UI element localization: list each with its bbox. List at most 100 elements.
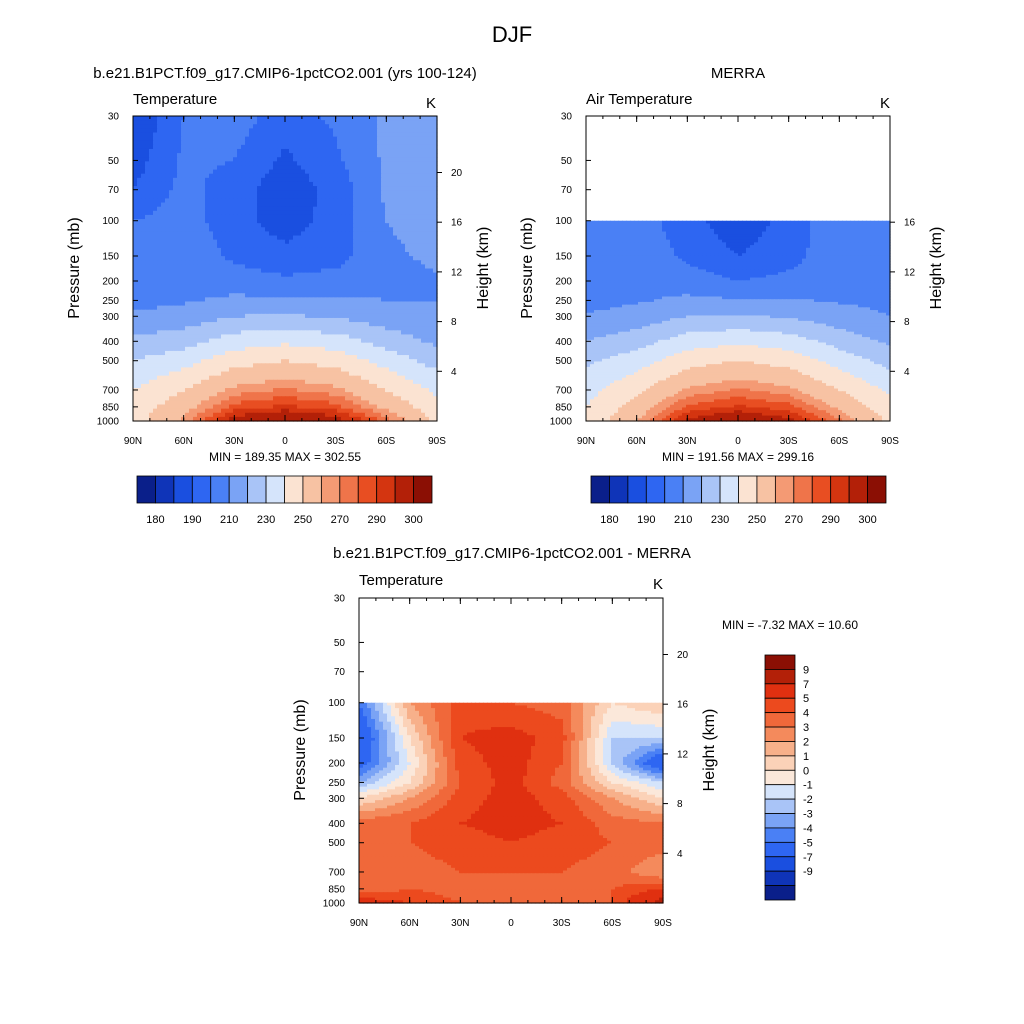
contour-cell	[325, 363, 330, 369]
contour-cell	[393, 252, 398, 257]
contour-cell	[377, 305, 382, 311]
contour-cell	[161, 359, 166, 364]
contour-cell	[209, 116, 214, 121]
contour-cell	[217, 210, 222, 216]
contour-cell	[317, 338, 322, 344]
contour-cell	[341, 313, 346, 319]
contour-cell	[173, 136, 178, 142]
contour-cell	[137, 342, 142, 348]
contour-cell	[389, 272, 394, 278]
contour-cell	[301, 161, 306, 167]
contour-cell	[193, 297, 198, 303]
contour-cell	[361, 144, 366, 150]
contour-cell	[293, 350, 298, 356]
contour-cell	[397, 136, 402, 142]
contour-cell	[205, 355, 210, 360]
contour-cell	[149, 161, 154, 167]
contour-cell	[193, 181, 198, 187]
contour-cell	[233, 330, 238, 336]
contour-cell	[429, 202, 434, 208]
contour-cell	[185, 202, 190, 208]
contour-cell	[177, 334, 182, 340]
contour-cell	[241, 116, 246, 121]
contour-cell	[213, 359, 218, 364]
contour-cell	[265, 132, 270, 138]
contour-cell	[229, 181, 234, 187]
contour-cell	[265, 231, 270, 237]
contour-cell	[253, 214, 258, 220]
contour-cell	[401, 326, 406, 331]
contour-cell	[377, 120, 382, 125]
contour-cell	[153, 317, 158, 323]
contour-cell	[317, 346, 322, 352]
contour-cell	[249, 309, 254, 315]
contour-cell	[385, 256, 390, 261]
contour-cell	[285, 301, 290, 307]
contour-cell	[297, 350, 302, 356]
contour-cell	[197, 256, 202, 261]
contour-cell	[353, 379, 358, 385]
contour-cell	[233, 268, 238, 274]
contour-cell	[161, 132, 166, 138]
contour-cell	[385, 198, 390, 204]
contour-cell	[369, 363, 374, 369]
contour-cell	[425, 190, 430, 195]
contour-cell	[321, 260, 326, 265]
contour-cell	[401, 173, 406, 179]
contour-cell	[213, 128, 218, 134]
contour-cell	[253, 235, 258, 241]
contour-cell	[405, 136, 410, 142]
contour-cell	[369, 186, 374, 191]
contour-cell	[281, 371, 286, 377]
contour-cell	[297, 198, 302, 204]
contour-cell	[413, 297, 418, 303]
contour-cell	[353, 342, 358, 348]
contour-cell	[329, 322, 334, 327]
contour-cell	[357, 293, 362, 298]
contour-cell	[201, 165, 206, 171]
contour-cell	[193, 326, 198, 331]
contour-cell	[321, 367, 326, 373]
contour-cell	[157, 173, 162, 179]
contour-cell	[429, 194, 434, 200]
contour-cell	[325, 239, 330, 245]
contour-cell	[221, 206, 226, 212]
contour-cell	[161, 284, 166, 290]
contour-cell	[317, 161, 322, 167]
contour-cell	[425, 264, 430, 270]
contour-cell	[417, 181, 422, 187]
contour-cell	[265, 252, 270, 257]
contour-cell	[345, 371, 350, 377]
contour-cell	[389, 157, 394, 162]
contour-cell	[329, 268, 334, 274]
contour-cell	[417, 371, 422, 377]
contour-cell	[205, 260, 210, 265]
contour-cell	[189, 355, 194, 360]
contour-cell	[373, 231, 378, 237]
contour-cell	[153, 371, 158, 377]
contour-cell	[341, 132, 346, 138]
contour-cell	[317, 206, 322, 212]
contour-cell	[341, 116, 346, 121]
contour-cell	[201, 284, 206, 290]
contour-cell	[381, 177, 386, 183]
contour-cell	[153, 202, 158, 208]
contour-cell	[221, 243, 226, 249]
contour-cell	[325, 223, 330, 228]
contour-cell	[421, 276, 426, 282]
contour-cell	[365, 301, 370, 307]
contour-cell	[189, 231, 194, 237]
contour-cell	[429, 322, 434, 327]
contour-cell	[365, 206, 370, 212]
contour-cell	[217, 260, 222, 265]
contour-cell	[245, 371, 250, 377]
contour-cell	[289, 140, 294, 146]
contour-cell	[321, 359, 326, 364]
contour-cell	[421, 128, 426, 134]
contour-cell	[333, 268, 338, 274]
contour-cell	[253, 247, 258, 253]
contour-cell	[361, 136, 366, 142]
contour-cell	[397, 371, 402, 377]
contour-cell	[189, 260, 194, 265]
contour-cell	[313, 116, 318, 121]
